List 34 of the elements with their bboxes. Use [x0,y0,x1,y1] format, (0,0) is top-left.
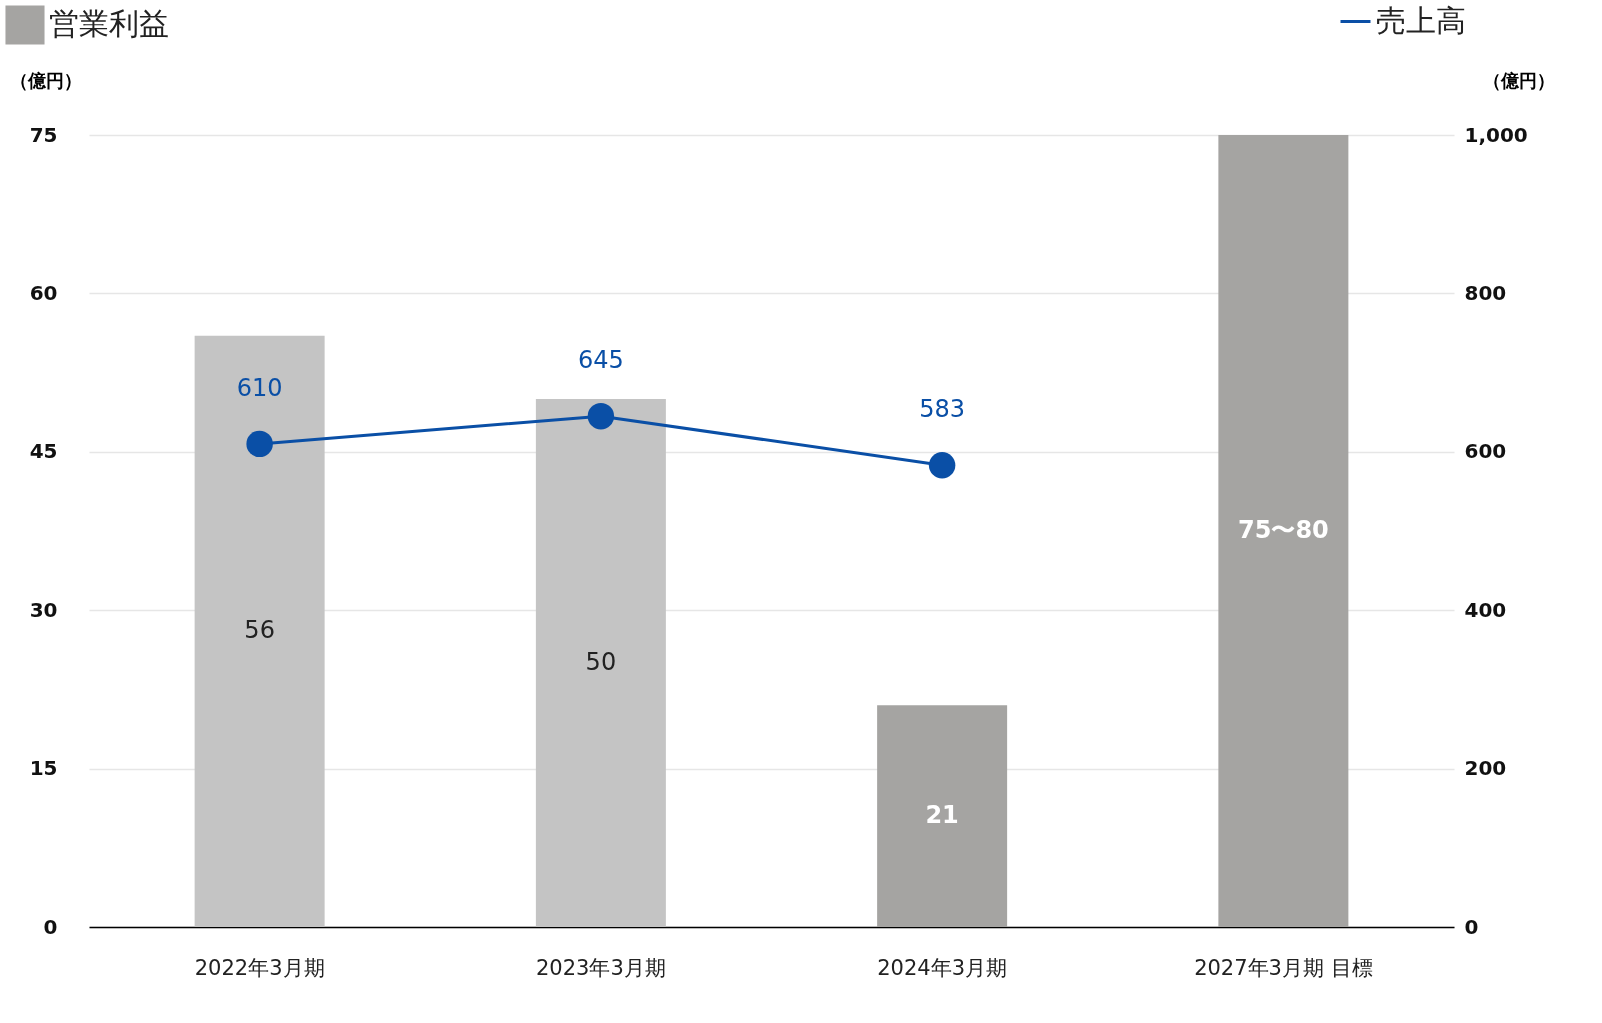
data-label: 50 [585,648,617,676]
y-tick-label: 60 [29,280,58,305]
y-tick-label: 30 [29,597,58,622]
data-label: 21 [925,801,959,830]
y2-tick-label: 200 [1464,756,1507,781]
y2-tick-label: 0 [1464,914,1479,939]
bar [877,705,1008,927]
y2-tick-label: 800 [1464,280,1507,305]
point [928,452,956,479]
y2-axis-title: （億円） [1482,69,1555,91]
y2-tick-label: 400 [1464,597,1507,622]
y-tick-label: 15 [29,756,58,781]
y-tick-label: 0 [43,914,58,939]
point [587,402,615,430]
data-label: 56 [244,616,275,645]
y-axis-title: （億円） [9,69,82,91]
bar [535,399,666,927]
data-label: 75〜80 [1237,516,1329,544]
y2-tick-label: 1,000 [1464,122,1528,147]
y-tick-label: 45 [29,439,58,464]
data-label: 645 [577,346,624,375]
data-label: 610 [236,373,283,402]
bar [1218,135,1349,927]
x-tick-label: 2022年3月期 [194,955,325,980]
x-tick-label: 2023年3月期 [535,955,666,980]
y2-tick-label: 600 [1464,439,1507,464]
bar [194,335,325,927]
legend-label: 営業利益 [49,6,169,41]
point [246,430,273,458]
x-tick-label: 2027年3月期 目標 [1194,955,1373,980]
x-tick-label: 2024年3月期 [877,955,1008,980]
data-label: 583 [919,395,966,424]
y-tick-label: 75 [29,122,58,147]
legend-label: 売上高 [1376,2,1466,38]
